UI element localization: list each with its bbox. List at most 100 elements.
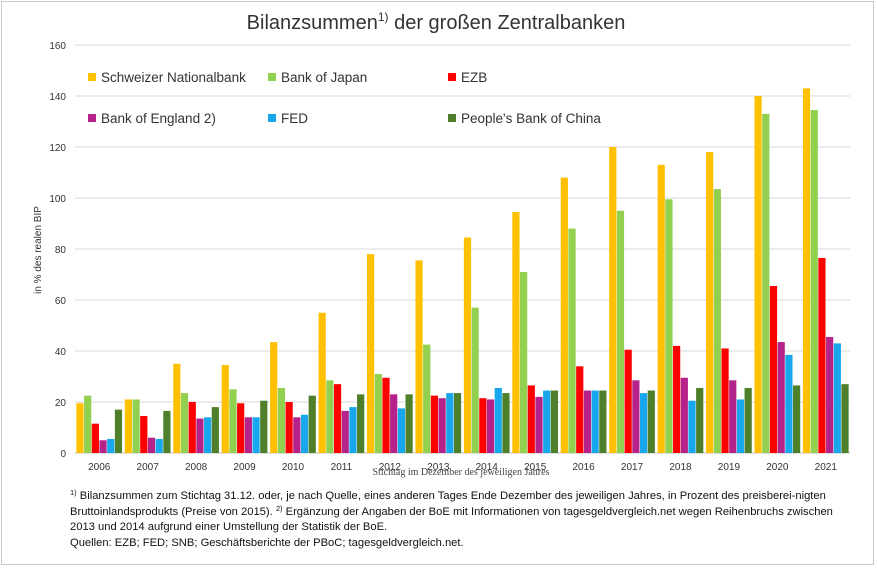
legend-swatch-3 <box>88 114 96 122</box>
x-tick-2017: 2017 <box>621 462 644 473</box>
bar-2017-4 <box>639 393 648 453</box>
bar-2008-3 <box>196 418 204 453</box>
bar-2010-1 <box>277 387 286 453</box>
y-tick-0: 0 <box>60 449 66 460</box>
bar-2009-5 <box>260 400 268 453</box>
bar-2008-0 <box>173 363 181 453</box>
bar-2021-0 <box>802 88 811 453</box>
bar-2010-0 <box>270 342 278 453</box>
x-tick-2006: 2006 <box>88 462 111 473</box>
x-tick-2014: 2014 <box>476 462 499 473</box>
bar-2019-5 <box>744 387 752 453</box>
y-tick-labels: 0 20 40 60 80 100 120 140 160 <box>49 41 66 460</box>
bar-2007-1 <box>132 399 140 453</box>
bar-2008-1 <box>180 393 189 453</box>
bar-2016-2 <box>576 366 584 453</box>
x-tick-2011: 2011 <box>331 462 353 473</box>
bar-2021-2 <box>818 257 826 453</box>
sources: Quellen: EZB; FED; SNB; Geschäftsbericht… <box>70 536 464 549</box>
x-tick-2015: 2015 <box>524 462 547 473</box>
x-tick-2018: 2018 <box>669 462 692 473</box>
bar-2010-5 <box>308 395 316 453</box>
x-tick-2013: 2013 <box>427 462 450 473</box>
bar-2017-1 <box>616 210 625 453</box>
footnote-2-mark: 2) <box>275 503 283 513</box>
bar-2021-4 <box>833 343 841 453</box>
bar-2014-0 <box>463 237 472 453</box>
bar-2010-2 <box>285 402 293 453</box>
x-tick-2010: 2010 <box>282 462 305 473</box>
bar-2014-3 <box>486 399 495 453</box>
legend-swatch-1 <box>268 73 276 81</box>
bar-2015-1 <box>520 271 528 453</box>
legend-label-0: Schweizer Nationalbank <box>101 70 246 85</box>
x-tick-2008: 2008 <box>185 462 208 473</box>
legend-swatch-4 <box>268 114 276 122</box>
bar-2019-4 <box>736 399 745 453</box>
bar-2020-4 <box>785 354 793 453</box>
bar-2017-2 <box>624 349 632 453</box>
bar-2009-1 <box>229 389 237 453</box>
bar-2013-1 <box>423 344 431 453</box>
bar-2009-4 <box>252 417 260 453</box>
chart-title-main: Bilanzsummen <box>247 12 378 34</box>
bar-2015-0 <box>512 212 520 453</box>
bar-2019-0 <box>706 152 714 453</box>
bar-2006-5 <box>114 409 123 453</box>
bar-2013-4 <box>446 393 454 453</box>
bar-2018-5 <box>696 387 704 453</box>
bar-2016-5 <box>599 390 607 453</box>
bar-2007-3 <box>147 437 156 453</box>
bar-2007-4 <box>155 438 163 453</box>
bar-2008-2 <box>188 402 196 453</box>
bar-2015-4 <box>543 390 551 453</box>
bar-2012-3 <box>390 394 398 453</box>
bar-2019-1 <box>713 189 721 453</box>
bar-2017-3 <box>632 380 640 453</box>
bar-2011-2 <box>333 384 342 453</box>
bar-2006-3 <box>99 440 107 453</box>
bar-2011-4 <box>349 407 357 453</box>
x-axis-label: Stichtag im Dezember des jeweiligen Jahr… <box>373 467 550 478</box>
bar-2020-2 <box>769 285 778 453</box>
bar-2014-2 <box>479 398 487 453</box>
legend-label-3: Bank of England 2) <box>101 111 216 126</box>
bar-2013-0 <box>415 260 423 453</box>
legend-label-4: FED <box>281 111 308 126</box>
bar-2014-1 <box>471 307 479 453</box>
legend-label-1: Bank of Japan <box>281 70 367 85</box>
chart-title-rest: der großen Zentralbanken <box>389 12 626 34</box>
bar-2020-5 <box>792 385 801 453</box>
x-tick-labels: 2006 2007 2008 2009 2010 2011 2012 2013 2014 2015… <box>88 462 837 473</box>
bar-2018-4 <box>688 400 696 453</box>
y-tick-120: 120 <box>49 143 66 154</box>
bar-2006-0 <box>76 403 84 453</box>
y-tick-80: 80 <box>55 245 67 256</box>
bars <box>76 88 849 454</box>
y-tick-140: 140 <box>49 92 66 103</box>
bar-2007-2 <box>140 416 148 453</box>
bar-2020-0 <box>754 96 762 453</box>
legend: Schweizer Nationalbank Bank of Japan EZB Ba… <box>88 70 601 126</box>
y-tick-100: 100 <box>49 194 66 205</box>
bar-2018-2 <box>673 345 681 453</box>
bar-2007-0 <box>124 399 133 453</box>
bar-2017-5 <box>647 390 655 453</box>
bar-2013-2 <box>430 395 439 453</box>
footnote-2-text: Ergänzung der Angaben der BoE mit Inform… <box>70 505 833 534</box>
bar-2010-4 <box>300 414 309 453</box>
bar-2015-5 <box>550 390 559 453</box>
bar-2012-1 <box>374 373 382 453</box>
x-tick-2020: 2020 <box>766 462 789 473</box>
bar-2012-5 <box>405 394 413 453</box>
bar-2006-1 <box>84 395 92 453</box>
chart-title-sup: 1) <box>378 10 389 24</box>
legend-label-5: People's Bank of China <box>461 111 601 126</box>
bar-2015-3 <box>535 396 543 453</box>
footnote-1-mark: 1) <box>70 488 77 497</box>
x-tick-2016: 2016 <box>572 462 595 473</box>
legend-label-2: EZB <box>461 70 487 85</box>
y-tick-60: 60 <box>55 296 67 307</box>
y-tick-20: 20 <box>55 398 67 409</box>
